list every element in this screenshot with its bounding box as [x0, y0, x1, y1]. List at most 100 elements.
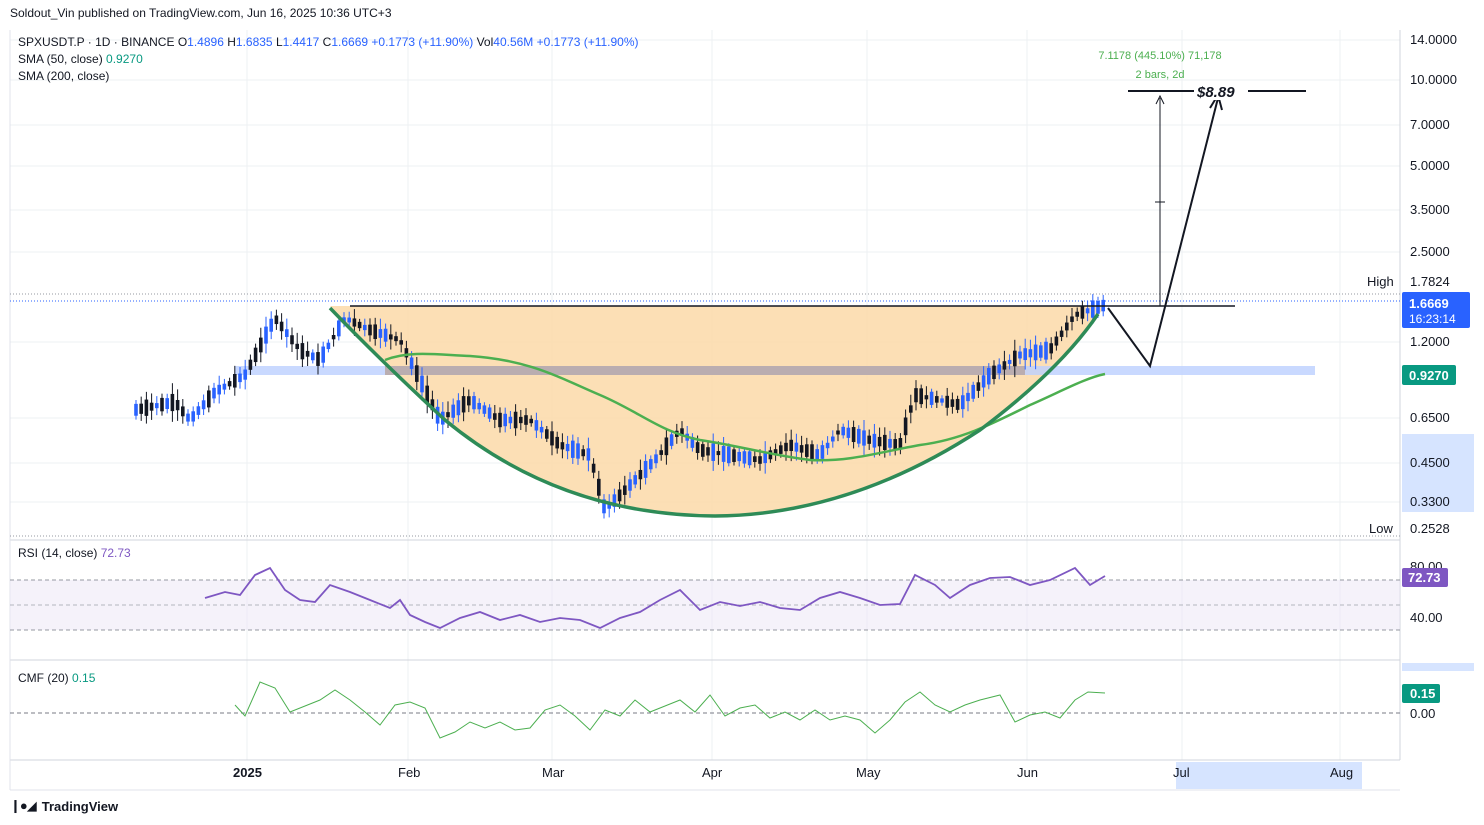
candle-body — [935, 396, 939, 403]
candle-body — [1091, 300, 1095, 318]
candle-body — [898, 438, 903, 450]
candle-body — [555, 436, 559, 449]
candle-body — [1033, 344, 1038, 361]
candle-body — [269, 318, 273, 332]
candle-body — [727, 446, 731, 464]
candle-body — [586, 448, 591, 461]
candle-body — [987, 367, 991, 385]
candle-body — [737, 451, 741, 462]
price-tick: 10.0000 — [1410, 72, 1457, 87]
candle-body — [950, 399, 955, 407]
candle-body — [248, 359, 253, 370]
ohlc-legend: SPXUSDT.P · 1D · BINANCE O1.4896 H1.6835… — [18, 35, 639, 49]
candle-body — [149, 402, 154, 411]
candle-body — [945, 395, 949, 408]
candle-body — [836, 430, 840, 435]
candle-body — [399, 340, 403, 345]
candle-body — [763, 451, 767, 464]
time-label-feb: Feb — [398, 765, 420, 780]
price-tick: 5.0000 — [1410, 158, 1450, 173]
candle-body — [331, 335, 336, 340]
sma50-legend[interactable]: SMA (50, close) 0.9270 — [18, 52, 143, 66]
volume-value: 40.56M — [493, 35, 534, 49]
sma200-legend[interactable]: SMA (200, close) — [18, 69, 110, 83]
candle-body — [669, 434, 674, 446]
tradingview-brand: TradingView — [41, 798, 119, 814]
candle-body — [409, 357, 414, 369]
candle-body — [643, 460, 648, 478]
candle-body — [612, 494, 617, 507]
cmf-line — [234, 681, 1106, 739]
price-tick: 1.2000 — [1410, 334, 1450, 349]
candle-body — [430, 399, 435, 411]
candle-body — [571, 440, 575, 458]
candle-body — [940, 398, 944, 403]
candle-body — [841, 426, 845, 436]
price-tick: 0.2528 — [1410, 521, 1450, 536]
candle-body — [1018, 351, 1022, 359]
candle-body — [721, 445, 726, 462]
candle-body — [706, 447, 710, 456]
candle-body — [976, 382, 981, 391]
sma-badge — [1402, 365, 1456, 385]
open-value: 1.4896 — [187, 35, 224, 49]
candle-body — [1044, 341, 1048, 360]
volume-change-value: +0.1773 (+11.90%) — [536, 35, 639, 49]
candle-body — [789, 439, 793, 452]
candle-body — [602, 499, 606, 514]
candle-body — [300, 343, 305, 360]
candle-body — [186, 413, 190, 422]
candle-body — [420, 375, 424, 393]
candle-body — [784, 442, 788, 452]
candle-body — [472, 396, 476, 410]
candle-body — [591, 463, 596, 473]
candle-body — [1023, 348, 1027, 361]
rsi-legend[interactable]: RSI (14, close) 72.73 — [18, 546, 131, 560]
candle-body — [914, 388, 918, 403]
candle-body — [274, 315, 279, 325]
candle-body — [165, 398, 169, 409]
support-zone-overlap — [385, 366, 1025, 375]
candle-body — [565, 443, 570, 452]
sma50-legend-value: 0.9270 — [106, 52, 143, 66]
future-range-highlight — [1176, 762, 1362, 789]
cup-fill — [330, 306, 1105, 516]
candle-body — [1075, 311, 1079, 317]
candle-body — [389, 334, 393, 340]
candle-body — [456, 400, 461, 416]
cmf-range-highlight — [1402, 663, 1474, 671]
candle-body — [352, 318, 357, 327]
candle-body — [222, 383, 227, 390]
candle-body — [227, 381, 232, 387]
candle-body — [233, 374, 237, 388]
candle-body — [279, 321, 284, 332]
sma-badge-value: 0.9270 — [1409, 368, 1449, 383]
symbol-label[interactable]: SPXUSDT.P · 1D · BINANCE — [18, 35, 175, 49]
candle-body — [378, 329, 383, 338]
candle-body — [753, 456, 757, 462]
cmf-legend[interactable]: CMF (20) 0.15 — [18, 671, 96, 685]
tradingview-footer[interactable]: ❙●◢ TradingView — [10, 798, 118, 814]
candle-body — [404, 348, 409, 358]
candle-body — [363, 324, 367, 331]
candle-body — [664, 437, 669, 456]
candle-body — [513, 411, 518, 429]
candle-body — [872, 433, 877, 448]
candle-body — [259, 337, 263, 353]
candle-body — [539, 426, 544, 433]
candle-body — [773, 449, 778, 456]
candle-body — [311, 352, 315, 361]
candle-body — [711, 443, 715, 461]
candle-body — [768, 450, 773, 460]
candle-body — [155, 403, 159, 409]
price-tick: 2.5000 — [1410, 244, 1450, 259]
candle-body — [581, 449, 585, 457]
candle-body — [997, 364, 1001, 374]
low-value: 1.4417 — [282, 35, 320, 49]
candle-body — [477, 402, 481, 410]
candle-body — [883, 434, 887, 451]
candle-body — [929, 391, 934, 405]
candle-body — [295, 343, 299, 350]
candle-body — [316, 352, 320, 366]
